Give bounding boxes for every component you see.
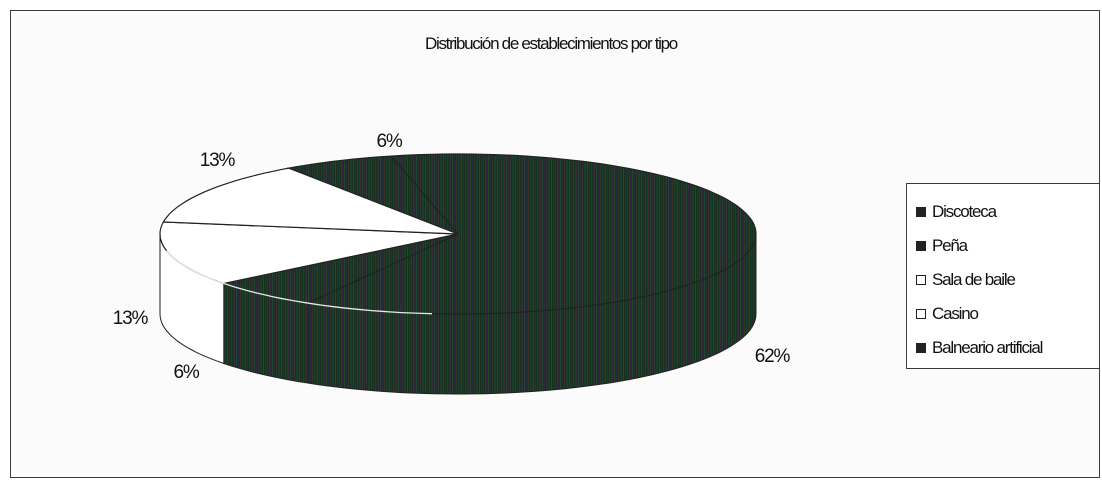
legend: Discoteca Peña Sala de baile Casino Baln… [906, 183, 1100, 369]
legend-label: Discoteca [932, 202, 997, 221]
legend-label: Peña [932, 236, 968, 255]
pie-slice-casino [162, 167, 459, 235]
data-label-casino: 13% [113, 308, 149, 329]
legend-item-discoteca: Discoteca [916, 200, 997, 224]
pie-rim-highlight [166, 250, 433, 315]
legend-swatch [916, 241, 926, 251]
legend-swatch [916, 343, 926, 353]
legend-label: Sala de baile [932, 270, 1016, 289]
data-label-sala-de-baile: 13% [200, 150, 236, 171]
legend-item-casino: Casino [916, 302, 979, 326]
legend-label: Casino [932, 304, 979, 323]
data-label-balneario-artificial: 6% [173, 362, 199, 383]
data-label-discoteca: 62% [755, 346, 791, 367]
pie-slice-balneario-artificial [286, 155, 459, 235]
chart-title: Distribución de establecimientos por tip… [425, 34, 678, 53]
legend-item-pena: Peña [916, 234, 968, 258]
legend-item-balneario-artificial: Balneario artificial [916, 336, 1043, 360]
legend-swatch [916, 207, 926, 217]
legend-swatch [916, 275, 926, 285]
legend-swatch [916, 309, 926, 319]
legend-item-sala-de-baile: Sala de baile [916, 268, 1016, 292]
pie-slice-discoteca [306, 153, 757, 315]
data-label-pena: 6% [376, 131, 402, 152]
legend-label: Balneario artificial [932, 338, 1043, 357]
